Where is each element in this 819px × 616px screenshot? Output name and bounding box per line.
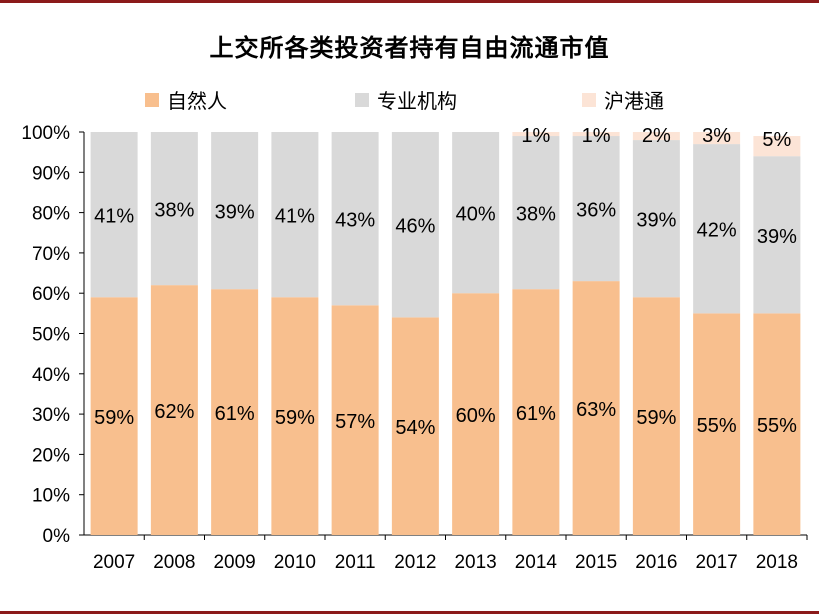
data-label: 60% (456, 405, 496, 427)
bar-segment (753, 156, 801, 314)
data-label: 38% (516, 204, 556, 226)
data-label: 42% (697, 220, 737, 242)
x-tick-label: 2013 (454, 552, 496, 573)
data-label: 55% (757, 415, 797, 437)
y-tick-label: 90% (32, 163, 70, 184)
x-tick-label: 2010 (274, 552, 316, 573)
bar-segment (693, 313, 741, 535)
bar-segment (211, 289, 259, 535)
bar-segment (150, 132, 198, 286)
x-tick-label: 2018 (756, 552, 798, 573)
bar-segment (331, 305, 379, 535)
bar-segment (512, 136, 560, 290)
y-tick-label: 60% (32, 284, 70, 305)
bar-segment (271, 132, 319, 298)
y-tick-label: 100% (21, 123, 70, 144)
data-label: 2% (642, 125, 671, 147)
x-tick-label: 2009 (213, 552, 255, 573)
x-tick-label: 2008 (153, 552, 195, 573)
legend-item-stock-connect: 沪港通 (582, 85, 664, 114)
x-tick-label: 2017 (695, 552, 737, 573)
data-label: 1% (521, 125, 550, 147)
bar-segment (271, 297, 319, 535)
bar-segment (391, 317, 439, 535)
data-label: 57% (335, 411, 375, 433)
legend-item-natural-person: 自然人 (145, 85, 227, 114)
y-tick-label: 30% (32, 405, 70, 426)
bar-segment (331, 132, 379, 306)
y-tick-label: 50% (32, 325, 70, 346)
bar-segment (632, 132, 680, 141)
data-label: 62% (154, 401, 194, 423)
data-label: 59% (636, 407, 676, 429)
bar-segment (90, 132, 138, 298)
data-label: 46% (395, 216, 435, 238)
bar-segment (753, 313, 801, 535)
data-label: 40% (456, 204, 496, 226)
legend-label-stock-connect: 沪港通 (604, 89, 664, 113)
data-label: 41% (94, 206, 134, 228)
data-label: 59% (275, 407, 315, 429)
bar-segment (452, 132, 500, 294)
bar-segment (90, 297, 138, 535)
y-tick-label: 10% (32, 486, 70, 507)
chart-title: 上交所各类投资者持有自由流通市值 (209, 33, 610, 62)
data-label: 55% (697, 415, 737, 437)
legend-label-institution: 专业机构 (377, 89, 457, 113)
data-label: 38% (154, 200, 194, 222)
bar-segment (391, 132, 439, 318)
data-label: 1% (582, 125, 611, 147)
bar-segment (150, 285, 198, 535)
bar-segment (632, 140, 680, 298)
y-tick-label: 80% (32, 204, 70, 225)
chart-legend: 自然人 专业机构 沪港通 (0, 85, 819, 114)
x-tick-label: 2015 (575, 552, 617, 573)
x-tick-label: 2016 (635, 552, 677, 573)
bar-segment (753, 136, 801, 157)
data-label: 39% (636, 210, 676, 232)
data-label: 3% (702, 125, 731, 147)
bar-segment (452, 293, 500, 535)
x-tick-label: 2007 (93, 552, 135, 573)
bar-segment (512, 289, 560, 535)
bar-segment (693, 144, 741, 314)
x-tick-label: 2011 (335, 552, 376, 573)
data-label: 54% (395, 417, 435, 439)
legend-label-natural-person: 自然人 (167, 89, 227, 113)
bar-segment (572, 136, 620, 282)
bar-segment (572, 132, 620, 137)
data-label: 41% (275, 206, 315, 228)
data-label: 5% (762, 129, 791, 151)
y-tick-label: 0% (43, 526, 71, 547)
data-label: 36% (576, 200, 616, 222)
bottom-border-rule (0, 611, 819, 614)
data-label: 61% (215, 403, 255, 425)
bar-segment (512, 132, 560, 137)
bar-segment (693, 132, 741, 145)
top-border-rule (0, 0, 819, 3)
data-label: 59% (94, 407, 134, 429)
data-label: 63% (576, 399, 616, 421)
bar-segment (572, 281, 620, 535)
legend-swatch-institution (355, 92, 369, 107)
legend-swatch-stock-connect (582, 92, 596, 107)
y-tick-label: 70% (32, 244, 70, 265)
data-label: 61% (516, 403, 556, 425)
x-tick-label: 2012 (394, 552, 436, 573)
data-label: 39% (215, 202, 255, 224)
data-label: 39% (757, 226, 797, 248)
y-tick-label: 20% (32, 445, 70, 466)
y-tick-label: 40% (32, 365, 70, 386)
bar-segment (632, 297, 680, 535)
legend-item-institution: 专业机构 (355, 85, 457, 114)
bar-segment (211, 132, 259, 290)
legend-swatch-natural-person (145, 92, 159, 107)
x-tick-label: 2014 (515, 552, 558, 573)
data-label: 43% (335, 210, 375, 232)
